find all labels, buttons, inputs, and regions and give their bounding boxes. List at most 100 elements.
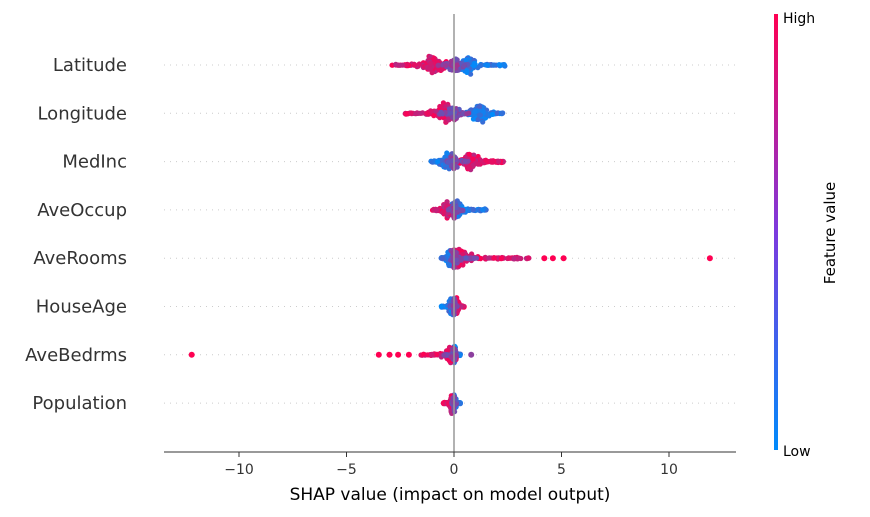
- shap-point: [511, 256, 517, 262]
- shap-outlier-point: [541, 255, 548, 262]
- shap-point: [450, 213, 456, 219]
- feature-label-latitude: Latitude: [53, 55, 127, 76]
- shap-point: [470, 207, 476, 213]
- shap-point: [466, 164, 472, 170]
- shap-point: [437, 103, 443, 110]
- shap-point: [499, 110, 505, 116]
- shap-point: [416, 110, 423, 116]
- x-axis-title: SHAP value (impact on model output): [290, 485, 611, 505]
- feature-label-aveoccup: AveOccup: [37, 200, 127, 221]
- shap-point: [525, 255, 532, 261]
- shap-point: [489, 111, 495, 117]
- shap-outlier-point: [375, 351, 382, 358]
- shap-point: [475, 116, 481, 123]
- shap-point: [404, 62, 410, 68]
- shap-point: [452, 199, 458, 205]
- shap-point: [412, 62, 418, 68]
- shap-point: [486, 255, 492, 261]
- shap-point: [408, 110, 414, 116]
- x-tick-label: 10: [660, 462, 678, 478]
- shap-point: [452, 250, 458, 256]
- shap-point: [434, 207, 440, 213]
- feature-label-averooms: AveRooms: [33, 248, 127, 269]
- shap-points: [188, 53, 713, 416]
- beeswarm-houseage: [438, 295, 467, 318]
- x-axis-ticks: −10 −5 0 5 10: [224, 452, 678, 478]
- shap-point: [435, 62, 441, 68]
- feature-label-longitude: Longitude: [37, 103, 127, 124]
- shap-point: [435, 159, 441, 165]
- feature-label-avebedrms: AveBedrms: [25, 345, 127, 366]
- colorbar-title: Feature value: [821, 182, 839, 284]
- colorbar-low-label: Low: [783, 444, 811, 460]
- shap-point: [460, 111, 466, 117]
- colorbar-high-label: High: [783, 11, 815, 27]
- shap-outlier-point: [386, 351, 393, 358]
- shap-point: [440, 256, 446, 262]
- shap-point: [448, 354, 454, 360]
- beeswarm-population: [440, 392, 463, 416]
- shap-outlier-point: [560, 255, 567, 262]
- shap-point: [457, 400, 463, 406]
- shap-point: [482, 255, 488, 261]
- shap-outlier-point: [468, 351, 475, 358]
- shap-point: [431, 56, 437, 62]
- shap-point: [443, 63, 449, 69]
- x-tick-label: −5: [336, 462, 357, 478]
- colorbar: [774, 14, 778, 450]
- shap-point: [463, 255, 469, 261]
- shap-point: [416, 61, 422, 67]
- shap-point: [471, 152, 477, 158]
- shap-outlier-point: [405, 351, 412, 358]
- shap-point: [446, 262, 452, 269]
- shap-point: [452, 163, 458, 169]
- shap-point: [425, 111, 431, 117]
- shap-point: [485, 62, 491, 68]
- shap-point: [479, 207, 486, 213]
- feature-label-population: Population: [32, 393, 127, 414]
- shap-point: [453, 257, 459, 263]
- shap-point: [448, 110, 454, 116]
- shap-point: [441, 352, 447, 358]
- shap-point: [477, 112, 483, 118]
- x-tick-label: −10: [224, 462, 254, 478]
- feature-rows: Latitude Longitude MedInc AveOccup AveRooms H…: [25, 55, 736, 414]
- beeswarm-avebedrms: [188, 343, 475, 366]
- shap-point: [464, 68, 470, 74]
- shap-point: [462, 158, 468, 164]
- shap-point: [454, 62, 461, 68]
- shap-point: [477, 103, 483, 109]
- shap-point: [445, 159, 451, 165]
- x-tick-label: 5: [557, 462, 566, 478]
- shap-outlier-point: [549, 255, 556, 262]
- beeswarm-aveoccup: [429, 198, 489, 221]
- shap-point: [491, 62, 497, 68]
- beeswarm-medinc: [428, 150, 506, 173]
- shap-point: [494, 110, 500, 116]
- shap-point: [506, 255, 512, 261]
- shap-point: [477, 255, 484, 261]
- shap-point: [439, 110, 445, 117]
- shap-point: [421, 351, 427, 357]
- feature-label-houseage: HouseAge: [36, 297, 127, 318]
- beeswarm-averooms: [438, 246, 713, 271]
- shap-point: [438, 303, 444, 309]
- shap-point: [429, 70, 435, 76]
- shap-point: [471, 62, 477, 69]
- shap-point: [466, 151, 472, 157]
- shap-point: [496, 158, 502, 164]
- shap-point: [501, 62, 507, 68]
- shap-point: [475, 161, 481, 167]
- beeswarm-longitude: [402, 100, 506, 125]
- shap-point: [425, 352, 431, 358]
- shap-point: [464, 111, 470, 117]
- shap-outlier-point: [188, 351, 195, 358]
- shap-point: [470, 156, 476, 162]
- shap-point: [453, 204, 459, 211]
- shap-point: [444, 150, 450, 156]
- x-tick-label: 0: [450, 462, 459, 478]
- shap-point: [397, 62, 403, 68]
- shap-point: [429, 351, 435, 357]
- shap-point: [461, 63, 467, 69]
